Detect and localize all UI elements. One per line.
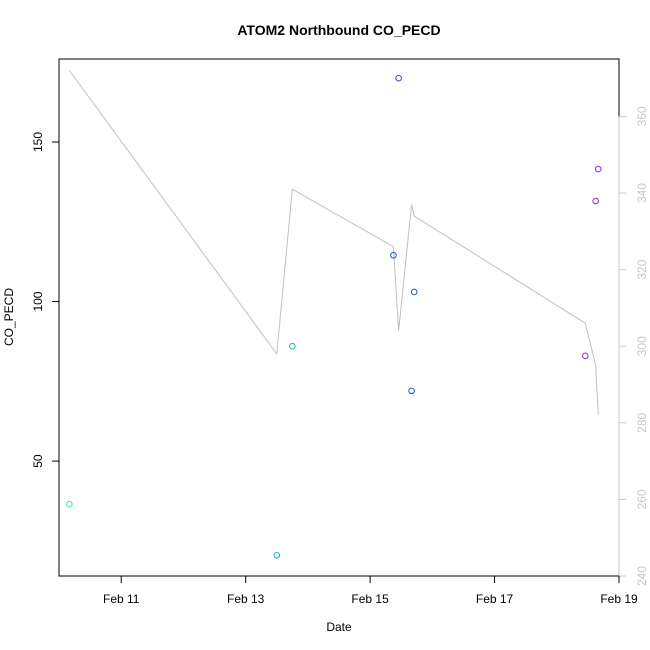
data-point — [408, 387, 415, 395]
x-tick-label: Feb 19 — [600, 592, 638, 606]
right-y-axis: 240 260 280 300 320 340 360 — [618, 106, 649, 586]
data-point — [581, 352, 589, 360]
data-point — [594, 165, 602, 173]
data-point — [410, 288, 418, 296]
data-point — [66, 500, 73, 508]
y2-tick-label: 280 — [635, 412, 649, 432]
plot-frame — [58, 58, 620, 577]
y2-tick-label: 340 — [635, 183, 649, 203]
data-point — [390, 251, 397, 259]
line-series — [68, 70, 599, 416]
y-tick-label: 150 — [31, 132, 45, 152]
y2-tick-label: 300 — [635, 336, 649, 356]
line-series-path — [68, 70, 599, 416]
scatter-points — [66, 74, 602, 559]
x-tick-label: Feb 15 — [351, 592, 389, 606]
y2-tick-label: 240 — [635, 566, 649, 586]
x-tick-label: Feb 17 — [476, 592, 514, 606]
x-axis-label: Date — [326, 620, 352, 634]
y2-tick-label: 320 — [635, 259, 649, 279]
data-point — [289, 342, 296, 350]
y2-tick-label: 260 — [635, 489, 649, 509]
y-axis-label: CO_PECD — [2, 288, 16, 346]
data-point — [395, 74, 402, 82]
data-point — [273, 551, 281, 559]
data-point — [592, 197, 599, 205]
y2-tick-label: 360 — [635, 106, 649, 126]
left-y-axis: 50 100 150 — [31, 132, 60, 468]
x-tick-label: Feb 11 — [103, 592, 140, 606]
y-tick-label: 100 — [31, 291, 45, 311]
chart-title: ATOM2 Northbound CO_PECD — [237, 22, 440, 38]
x-axis: Feb 11 Feb 13 Feb 15 Feb 17 Feb 19 — [103, 575, 638, 606]
x-tick-label: Feb 13 — [227, 592, 265, 606]
y-tick-label: 50 — [31, 454, 45, 468]
